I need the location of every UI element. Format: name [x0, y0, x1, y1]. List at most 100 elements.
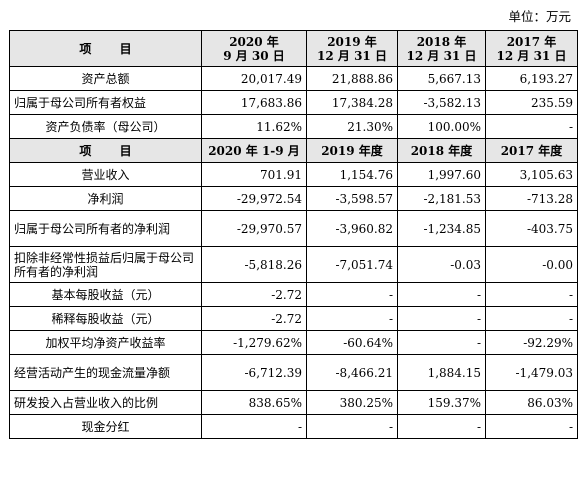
row-value: -29,970.57	[201, 210, 307, 247]
row-value: -	[306, 282, 398, 307]
row-value: 380.25%	[306, 390, 398, 415]
row-value: -	[306, 414, 398, 439]
row-value: -2.72	[201, 282, 307, 307]
header-col-date: 12 月 31 日	[406, 48, 477, 63]
row-value: -1,234.85	[397, 210, 486, 247]
row-value: -	[397, 282, 486, 307]
row-value: -	[397, 414, 486, 439]
row-value: -0.03	[397, 246, 486, 283]
row-value: 6,193.27	[485, 66, 578, 91]
row-label: 营业收入	[9, 162, 202, 187]
header-item-cell: 项 目	[9, 30, 202, 67]
row-label: 基本每股收益（元）	[9, 282, 202, 307]
row-value: -3,598.57	[306, 186, 398, 211]
row-value: 100.00%	[397, 114, 486, 139]
header-period-4: 2017 年度	[485, 138, 578, 163]
header-period-3: 2018 年度	[397, 138, 486, 163]
header-period-2: 2019 年度	[306, 138, 398, 163]
row-value: -	[485, 414, 578, 439]
row-value: -	[397, 306, 486, 331]
row-value: -	[306, 306, 398, 331]
table-row: 营业收入 701.91 1,154.76 1,997.60 3,105.63	[9, 162, 578, 187]
row-label: 归属于母公司所有者的净利润	[9, 210, 202, 247]
header-col-date: 9 月 30 日	[223, 48, 285, 63]
row-label: 研发投入占营业收入的比例	[9, 390, 202, 415]
row-value: 17,384.28	[306, 90, 398, 115]
row-value: -1,479.03	[485, 354, 578, 391]
table-row: 扣除非经常性损益后归属于母公司所有者的净利润 -5,818.26 -7,051.…	[9, 246, 578, 283]
row-value: 21,888.86	[306, 66, 398, 91]
row-value: 17,683.86	[201, 90, 307, 115]
table-row: 研发投入占营业收入的比例 838.65% 380.25% 159.37% 86.…	[9, 390, 578, 415]
table-row: 资产负债率（母公司） 11.62% 21.30% 100.00% -	[9, 114, 578, 139]
row-value: -3,582.13	[397, 90, 486, 115]
header-col-year: 2017 年	[506, 34, 557, 49]
row-label: 净利润	[9, 186, 202, 211]
row-value: -2,181.53	[397, 186, 486, 211]
row-value: 1,997.60	[397, 162, 486, 187]
row-value: 3,105.63	[485, 162, 578, 187]
header-col-year: 2019 年	[327, 34, 377, 49]
row-label: 经营活动产生的现金流量净额	[9, 354, 202, 391]
row-value: -5,818.26	[201, 246, 307, 283]
row-value: -	[485, 306, 578, 331]
row-value: 235.59	[485, 90, 578, 115]
row-value: 1,154.76	[306, 162, 398, 187]
row-value: 86.03%	[485, 390, 578, 415]
row-value: -2.72	[201, 306, 307, 331]
row-value: -	[201, 414, 307, 439]
header-col-date: 12 月 31 日	[317, 48, 387, 63]
row-value: -8,466.21	[306, 354, 398, 391]
row-label: 资产总额	[9, 66, 202, 91]
header-item-label: 项 目	[79, 41, 144, 56]
header-col-2: 2019 年 12 月 31 日	[306, 30, 398, 67]
row-value: -3,960.82	[306, 210, 398, 247]
row-value: -29,972.54	[201, 186, 307, 211]
row-value: 5,667.13	[397, 66, 486, 91]
table-row: 稀释每股收益（元） -2.72 - - -	[9, 306, 578, 331]
table-row: 归属于母公司所有者的净利润 -29,970.57 -3,960.82 -1,23…	[9, 210, 578, 247]
row-label: 现金分红	[9, 414, 202, 439]
row-value: -6,712.39	[201, 354, 307, 391]
row-label: 归属于母公司所有者权益	[9, 90, 202, 115]
row-value: 1,884.15	[397, 354, 486, 391]
table-row: 基本每股收益（元） -2.72 - - -	[9, 282, 578, 307]
row-value: -	[485, 114, 578, 139]
row-label: 稀释每股收益（元）	[9, 306, 202, 331]
header-item-cell: 项 目	[9, 138, 202, 163]
row-value: -	[485, 282, 578, 307]
header-period-1: 2020 年 1-9 月	[201, 138, 307, 163]
row-value: -0.00	[485, 246, 578, 283]
row-value: -1,279.62%	[201, 330, 307, 355]
header-col-year: 2018 年	[416, 34, 467, 49]
row-value: 21.30%	[306, 114, 398, 139]
row-value: -713.28	[485, 186, 578, 211]
table-row: 加权平均净资产收益率 -1,279.62% -60.64% - -92.29%	[9, 330, 578, 355]
table-row: 净利润 -29,972.54 -3,598.57 -2,181.53 -713.…	[9, 186, 578, 211]
table-row: 资产总额 20,017.49 21,888.86 5,667.13 6,193.…	[9, 66, 578, 91]
row-label: 扣除非经常性损益后归属于母公司所有者的净利润	[9, 246, 202, 283]
row-value: -92.29%	[485, 330, 578, 355]
row-value: 11.62%	[201, 114, 307, 139]
header-item-label: 项 目	[79, 143, 144, 158]
table-row: 现金分红 - - - -	[9, 414, 578, 439]
row-label: 资产负债率（母公司）	[9, 114, 202, 139]
table-header-income: 项 目 2020 年 1-9 月 2019 年度 2018 年度 2017 年度	[9, 138, 578, 163]
header-col-date: 12 月 31 日	[496, 48, 567, 63]
row-label: 加权平均净资产收益率	[9, 330, 202, 355]
header-col-year: 2020 年	[229, 34, 279, 49]
row-value: -403.75	[485, 210, 578, 247]
row-value: -7,051.74	[306, 246, 398, 283]
row-value: -	[397, 330, 486, 355]
row-value: 701.91	[201, 162, 307, 187]
header-col-3: 2018 年 12 月 31 日	[397, 30, 486, 67]
row-value: -60.64%	[306, 330, 398, 355]
header-col-4: 2017 年 12 月 31 日	[485, 30, 578, 67]
row-value: 159.37%	[397, 390, 486, 415]
unit-label: 单位：万元	[508, 9, 571, 24]
table-row: 经营活动产生的现金流量净额 -6,712.39 -8,466.21 1,884.…	[9, 354, 578, 391]
table-row: 归属于母公司所有者权益 17,683.86 17,384.28 -3,582.1…	[9, 90, 578, 115]
